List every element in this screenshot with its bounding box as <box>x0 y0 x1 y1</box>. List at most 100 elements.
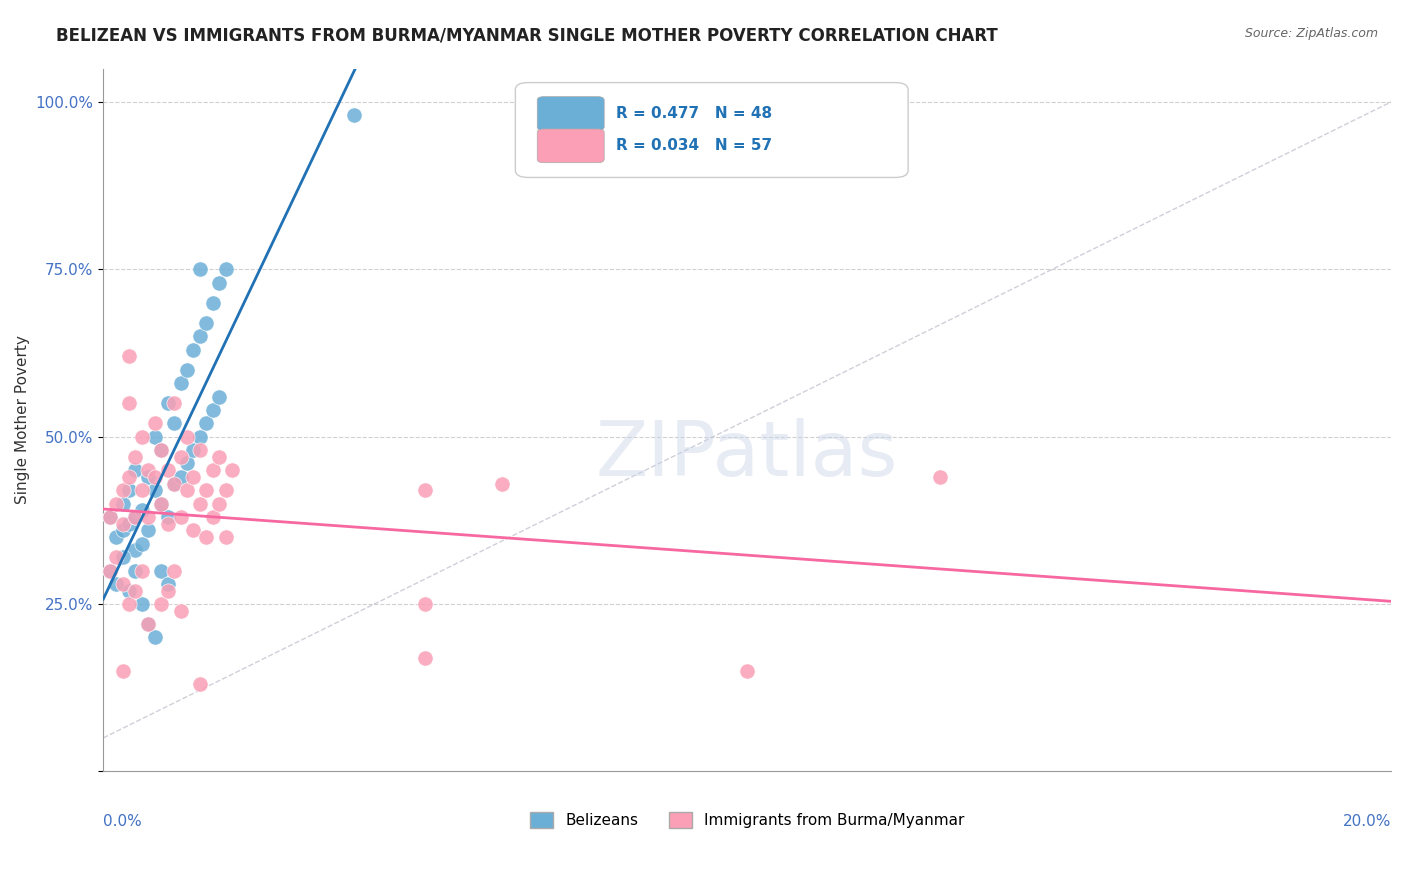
Point <box>124 564 146 578</box>
Point <box>118 516 141 531</box>
Text: R = 0.034   N = 57: R = 0.034 N = 57 <box>616 138 772 153</box>
Point <box>118 597 141 611</box>
Point <box>105 577 128 591</box>
Point <box>118 483 141 498</box>
Point <box>98 564 121 578</box>
Point <box>143 430 166 444</box>
Point <box>150 497 173 511</box>
Point <box>221 463 243 477</box>
Point <box>735 664 758 678</box>
Point <box>111 516 134 531</box>
Point <box>156 396 179 410</box>
Point <box>183 470 205 484</box>
Point <box>138 470 160 484</box>
Point <box>118 470 141 484</box>
Point <box>208 450 231 464</box>
Text: Source: ZipAtlas.com: Source: ZipAtlas.com <box>1244 27 1378 40</box>
Point <box>208 390 231 404</box>
Point <box>195 483 218 498</box>
Point <box>183 343 205 357</box>
Point <box>131 537 153 551</box>
Point <box>138 463 160 477</box>
FancyBboxPatch shape <box>516 83 908 178</box>
Point <box>201 463 224 477</box>
Point <box>176 430 198 444</box>
Point <box>150 597 173 611</box>
Point <box>343 108 366 122</box>
Point <box>138 617 160 632</box>
Point <box>105 497 128 511</box>
Point <box>491 476 513 491</box>
Point <box>176 483 198 498</box>
Point <box>131 503 153 517</box>
Point <box>105 550 128 565</box>
Point <box>111 524 134 538</box>
Point <box>150 443 173 458</box>
Point <box>131 597 153 611</box>
FancyBboxPatch shape <box>537 96 605 130</box>
Text: ZIPatlas: ZIPatlas <box>596 418 898 492</box>
Point <box>176 457 198 471</box>
Point <box>188 497 211 511</box>
Point <box>111 664 134 678</box>
Point <box>150 443 173 458</box>
Point <box>118 349 141 363</box>
Point <box>138 524 160 538</box>
Point <box>124 583 146 598</box>
Point <box>929 470 952 484</box>
Point <box>163 396 186 410</box>
Point <box>105 530 128 544</box>
Point <box>188 443 211 458</box>
Point <box>208 276 231 290</box>
Point <box>124 450 146 464</box>
Point <box>143 417 166 431</box>
Point <box>124 510 146 524</box>
Point <box>169 470 191 484</box>
Point <box>150 564 173 578</box>
Point <box>150 497 173 511</box>
Point <box>169 604 191 618</box>
Point <box>201 403 224 417</box>
Point <box>111 483 134 498</box>
Point <box>111 550 134 565</box>
Point <box>143 470 166 484</box>
Point <box>131 430 153 444</box>
Y-axis label: Single Mother Poverty: Single Mother Poverty <box>15 335 30 504</box>
Point <box>131 564 153 578</box>
Point <box>169 376 191 391</box>
Point <box>413 483 436 498</box>
Point <box>201 295 224 310</box>
Point <box>183 524 205 538</box>
Point <box>138 510 160 524</box>
Point <box>98 510 121 524</box>
FancyBboxPatch shape <box>537 129 605 162</box>
Point <box>188 329 211 343</box>
Point <box>183 443 205 458</box>
Point <box>118 396 141 410</box>
Point <box>413 597 436 611</box>
Point <box>111 497 134 511</box>
Point <box>169 450 191 464</box>
Point <box>143 631 166 645</box>
Point <box>188 262 211 277</box>
Point <box>131 483 153 498</box>
Point <box>118 583 141 598</box>
Point <box>138 617 160 632</box>
Point <box>156 583 179 598</box>
Point <box>156 510 179 524</box>
Point <box>156 516 179 531</box>
Point <box>413 650 436 665</box>
Point <box>163 476 186 491</box>
Point <box>124 463 146 477</box>
Point <box>156 577 179 591</box>
Point <box>188 430 211 444</box>
Point <box>208 497 231 511</box>
Point <box>143 483 166 498</box>
Point <box>176 363 198 377</box>
Point <box>214 530 236 544</box>
Point <box>195 417 218 431</box>
Point <box>195 316 218 330</box>
Point <box>163 417 186 431</box>
Point <box>163 564 186 578</box>
Point <box>214 483 236 498</box>
